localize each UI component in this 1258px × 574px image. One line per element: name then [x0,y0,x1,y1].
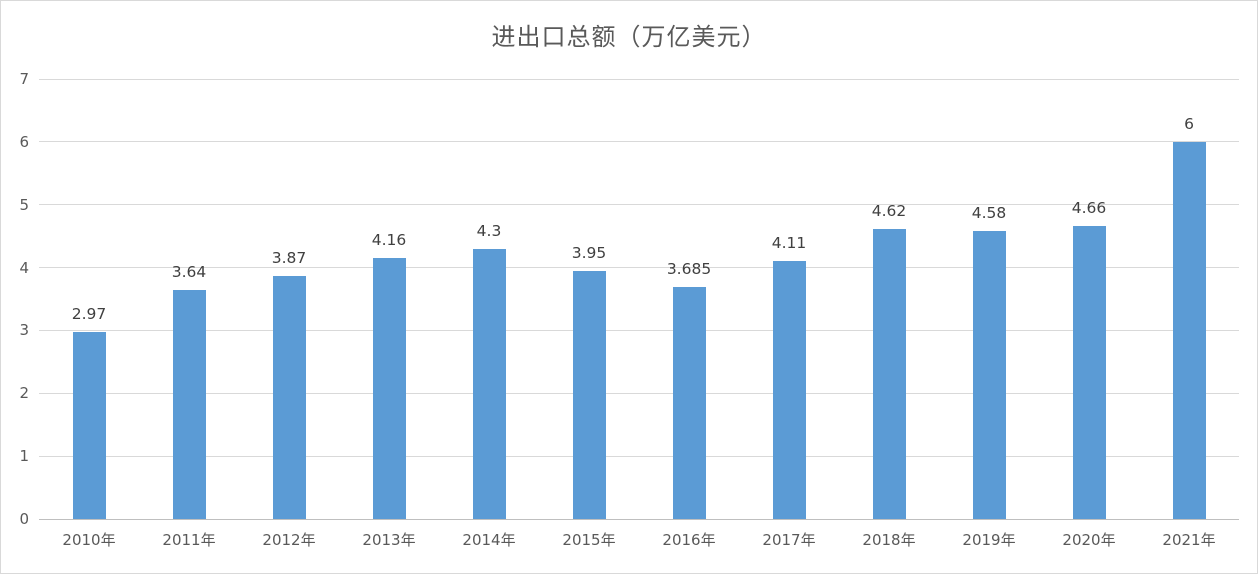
bar-value-label: 6 [1184,114,1194,133]
bar-2020年 [1072,226,1106,519]
x-axis-tick-label: 2021年 [1162,531,1216,549]
bar-2018年 [872,228,906,519]
y-axis-tick-label: 3 [19,321,29,340]
x-axis-tick-label: 2018年 [862,531,916,549]
gridline [39,78,1239,80]
bar-value-label: 4.11 [771,233,807,252]
y-axis-tick-label: 2 [19,384,29,403]
gridline [39,267,1239,269]
y-axis-tick-label: 0 [19,510,29,528]
x-axis-tick-label: 2015年 [562,531,616,549]
x-axis-tick-label: 2012年 [262,531,316,549]
bar-2017年 [772,260,806,519]
x-axis-tick-label: 2017年 [762,531,816,549]
x-axis-tick-label: 2020年 [1062,531,1116,549]
y-axis-tick-label: 1 [19,447,29,466]
bar-2012年 [272,275,306,519]
x-axis-tick-label: 2016年 [662,531,716,549]
gridline [39,329,1239,331]
y-axis-tick-label: 6 [19,132,29,151]
bar-value-label: 2.97 [71,305,107,324]
gridline [39,141,1239,143]
y-axis-tick-label: 4 [19,258,29,277]
bar-value-label: 3.87 [271,248,307,267]
bar-value-label: 3.685 [666,260,712,279]
x-axis-tick-label: 2010年 [62,531,116,549]
bar-2010年 [72,332,106,519]
x-axis-tick-label: 2011年 [162,531,216,549]
bar-2015年 [572,270,606,519]
x-axis-line [39,518,1239,520]
gridline [39,204,1239,206]
bar-2019年 [972,231,1006,519]
x-axis-tick-label: 2014年 [462,531,516,549]
bar-value-label: 4.62 [871,201,907,220]
bar-2013年 [372,257,406,519]
bar-2016年 [672,287,706,519]
bar-2011年 [172,290,206,519]
gridline [39,392,1239,394]
bar-2014年 [472,248,506,519]
bar-value-label: 4.16 [371,230,407,249]
x-axis-tick-label: 2019年 [962,531,1016,549]
bar-value-label: 4.58 [971,204,1007,223]
gridline [39,455,1239,457]
y-axis-tick-label: 7 [19,70,29,88]
bar-value-label: 3.64 [171,263,207,282]
bar-2021年 [1172,141,1206,519]
y-axis-tick-label: 5 [19,195,29,214]
chart-title: 进出口总额（万亿美元） [491,23,767,51]
bar-value-label: 3.95 [571,243,607,262]
bar-value-label: 4.66 [1071,199,1107,218]
x-axis-tick-label: 2013年 [362,531,416,549]
bar-value-label: 4.3 [476,221,502,240]
